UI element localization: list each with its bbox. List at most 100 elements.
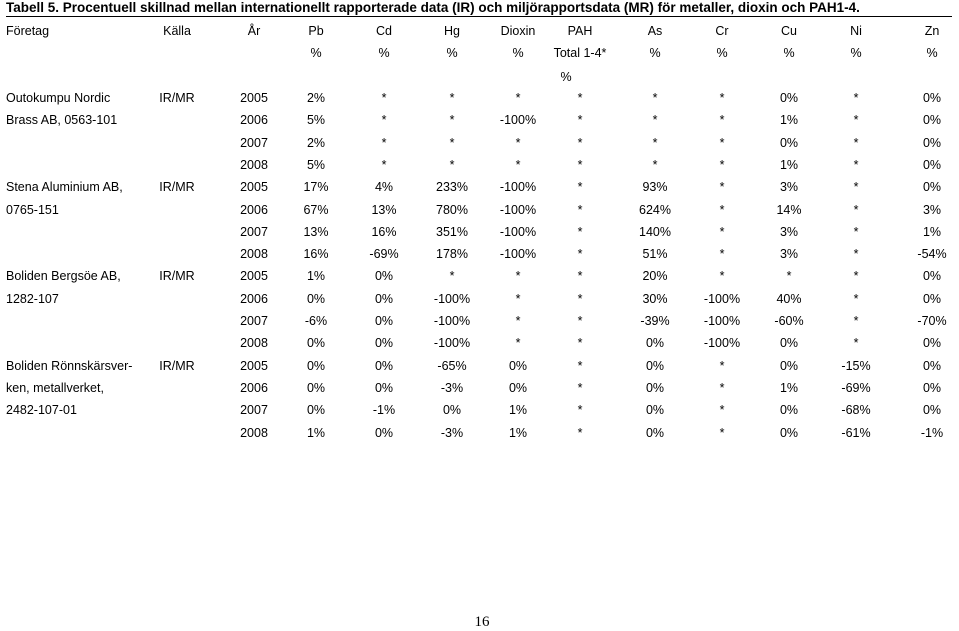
- company-name: 2482-107-01: [6, 403, 77, 418]
- column-header: Cd: [376, 24, 392, 38]
- value-cell: 0%: [306, 291, 326, 306]
- value-cell: 30%: [642, 291, 668, 306]
- value-cell: *: [515, 314, 521, 328]
- value-cell: 0%: [306, 380, 326, 395]
- unit-label: Total 1-4*: [553, 46, 607, 60]
- value-cell: 0%: [779, 358, 799, 373]
- value-cell: -100%: [433, 336, 471, 351]
- unit-label: %: [310, 46, 322, 60]
- unit-label: %: [926, 46, 938, 60]
- value-cell: *: [853, 180, 859, 195]
- value-cell: *: [577, 247, 583, 262]
- value-cell: *: [577, 202, 583, 217]
- value-cell: 0%: [645, 380, 665, 395]
- column-header: PAH: [567, 24, 593, 38]
- year-cell: 2005: [240, 269, 268, 284]
- value-cell: *: [719, 180, 725, 195]
- value-cell: *: [577, 180, 583, 195]
- value-cell: 13%: [371, 202, 397, 217]
- value-cell: *: [449, 269, 455, 284]
- value-cell: *: [515, 291, 521, 306]
- value-cell: 0%: [922, 157, 942, 172]
- value-cell: -100%: [703, 291, 741, 306]
- value-cell: *: [515, 91, 521, 105]
- value-cell: -60%: [774, 314, 804, 328]
- value-cell: *: [577, 269, 583, 284]
- year-cell: 2005: [240, 180, 268, 195]
- value-cell: *: [577, 358, 583, 373]
- value-cell: 20%: [642, 269, 668, 284]
- value-cell: *: [719, 269, 725, 284]
- year-cell: 2007: [240, 314, 268, 328]
- value-cell: *: [719, 224, 725, 239]
- value-cell: -100%: [499, 202, 537, 217]
- value-cell: 0%: [442, 403, 462, 418]
- value-cell: *: [577, 113, 583, 128]
- value-cell: *: [515, 269, 521, 284]
- value-cell: -3%: [440, 380, 464, 395]
- value-cell: 0%: [922, 380, 942, 395]
- company-name: 0765-151: [6, 202, 59, 217]
- value-cell: *: [577, 291, 583, 306]
- value-cell: *: [652, 113, 658, 128]
- value-cell: 16%: [303, 247, 329, 262]
- value-cell: 0%: [374, 314, 394, 328]
- year-cell: 2008: [240, 425, 268, 440]
- value-cell: 67%: [303, 202, 329, 217]
- value-cell: 0%: [922, 113, 942, 128]
- column-header: Ni: [850, 24, 862, 38]
- company-name: Boliden Rönnskärsver-: [6, 358, 133, 373]
- unit-label: %: [716, 46, 728, 60]
- value-cell: *: [449, 91, 455, 105]
- header-rule: [6, 16, 952, 17]
- value-cell: -69%: [841, 380, 871, 395]
- value-cell: *: [577, 135, 583, 150]
- year-cell: 2007: [240, 135, 268, 150]
- value-cell: *: [381, 113, 387, 128]
- value-cell: 1%: [779, 113, 799, 128]
- value-cell: 233%: [436, 180, 468, 195]
- value-cell: *: [719, 91, 725, 105]
- value-cell: 5%: [306, 157, 326, 172]
- value-cell: *: [381, 135, 387, 150]
- value-cell: *: [515, 336, 521, 351]
- unit-label: %: [446, 46, 458, 60]
- value-cell: -6%: [304, 314, 328, 328]
- value-cell: 0%: [306, 403, 326, 418]
- value-cell: -70%: [917, 314, 947, 328]
- source-label: IR/MR: [159, 358, 195, 373]
- value-cell: 93%: [642, 180, 668, 195]
- value-cell: *: [853, 202, 859, 217]
- year-cell: 2006: [240, 113, 268, 128]
- unit-label: %: [649, 46, 661, 60]
- value-cell: *: [719, 247, 725, 262]
- value-cell: *: [719, 157, 725, 172]
- value-cell: 0%: [645, 336, 665, 351]
- value-cell: -100%: [499, 180, 537, 195]
- year-cell: 2008: [240, 157, 268, 172]
- value-cell: *: [719, 380, 725, 395]
- value-cell: 0%: [922, 180, 942, 195]
- value-cell: 0%: [306, 336, 326, 351]
- value-cell: 0%: [374, 291, 394, 306]
- value-cell: 0%: [779, 135, 799, 150]
- year-cell: 2005: [240, 358, 268, 373]
- year-cell: 2007: [240, 224, 268, 239]
- value-cell: *: [577, 380, 583, 395]
- value-cell: 0%: [374, 358, 394, 373]
- value-cell: 0%: [374, 425, 394, 440]
- value-cell: 1%: [508, 403, 528, 418]
- value-cell: *: [577, 403, 583, 418]
- value-cell: *: [853, 91, 859, 105]
- company-name: 1282-107: [6, 291, 59, 306]
- year-cell: 2007: [240, 403, 268, 418]
- value-cell: 1%: [922, 224, 942, 239]
- value-cell: 0%: [922, 135, 942, 150]
- value-cell: -100%: [499, 113, 537, 128]
- value-cell: 16%: [371, 224, 397, 239]
- value-cell: *: [853, 336, 859, 351]
- column-header: Pb: [308, 24, 324, 38]
- value-cell: -68%: [841, 403, 871, 418]
- value-cell: *: [853, 135, 859, 150]
- value-cell: -100%: [433, 291, 471, 306]
